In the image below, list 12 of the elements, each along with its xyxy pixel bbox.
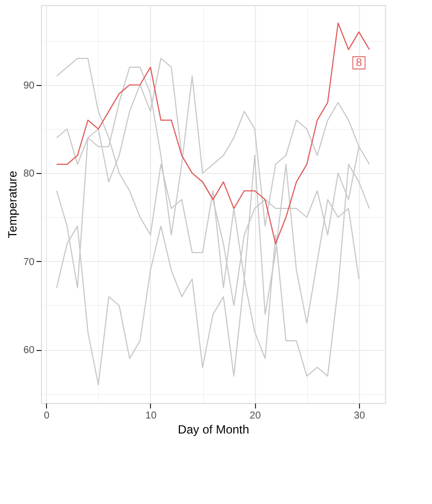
y-tick-label: 70 bbox=[23, 256, 35, 268]
y-axis-title: Temperature bbox=[5, 170, 20, 238]
x-tick-label: 30 bbox=[354, 410, 366, 422]
line-series bbox=[56, 22, 370, 244]
x-tick-label: 20 bbox=[250, 410, 262, 422]
y-tick-label: 90 bbox=[23, 80, 35, 92]
y-tick-label: 60 bbox=[23, 345, 35, 356]
x-tick-label: 0 bbox=[44, 410, 50, 422]
x-tick-label: 10 bbox=[145, 410, 157, 422]
annotation: 8 bbox=[356, 56, 362, 69]
y-tick-label: 80 bbox=[23, 168, 35, 180]
x-axis-title: Day of Month bbox=[178, 422, 250, 436]
